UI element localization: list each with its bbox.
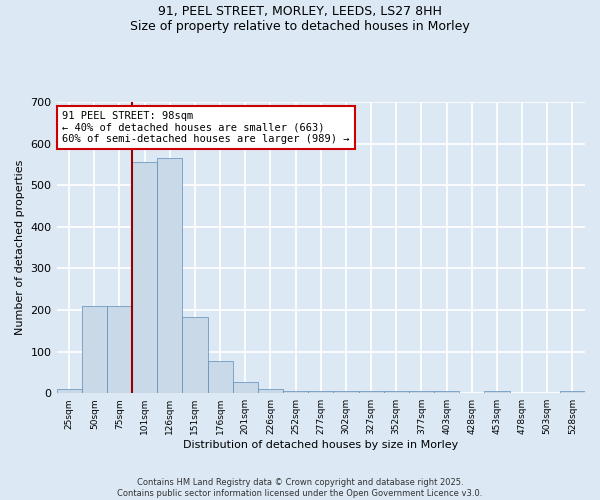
Bar (82, 306, 107, 393)
Bar (334, 391, 359, 393)
Bar (308, 390, 334, 393)
Bar (484, 391, 509, 393)
Bar (383, 391, 409, 393)
Bar (409, 391, 434, 393)
Bar (157, 158, 182, 393)
Y-axis label: Number of detached properties: Number of detached properties (15, 160, 25, 336)
Text: Contains HM Land Registry data © Crown copyright and database right 2025.
Contai: Contains HM Land Registry data © Crown c… (118, 478, 482, 498)
Bar (560, 391, 585, 393)
Bar (283, 390, 308, 393)
Text: 91 PEEL STREET: 98sqm
← 40% of detached houses are smaller (663)
60% of semi-det: 91 PEEL STREET: 98sqm ← 40% of detached … (62, 110, 349, 144)
X-axis label: Distribution of detached houses by size in Morley: Distribution of detached houses by size … (183, 440, 458, 450)
Bar (359, 391, 383, 393)
Bar (182, 317, 208, 393)
Bar (132, 162, 157, 393)
Text: 91, PEEL STREET, MORLEY, LEEDS, LS27 8HH
Size of property relative to detached h: 91, PEEL STREET, MORLEY, LEEDS, LS27 8HH… (130, 5, 470, 33)
Bar (434, 391, 459, 393)
Bar (107, 306, 132, 393)
Bar (56, 389, 82, 393)
Bar (208, 361, 233, 393)
Bar (233, 382, 258, 393)
Bar (258, 389, 283, 393)
